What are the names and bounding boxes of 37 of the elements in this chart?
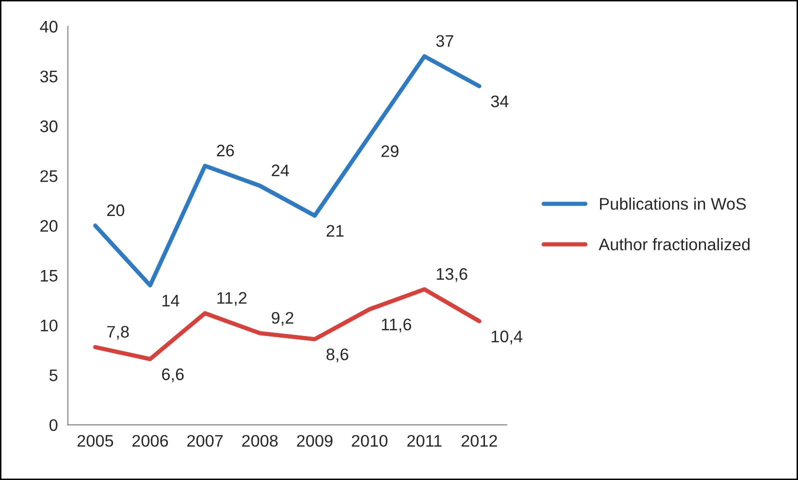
y-tick-label: 40 [40,20,58,33]
x-tick-label: 2007 [187,434,223,447]
legend-label: Author fractionalized [598,238,750,250]
data-label: 26 [216,144,234,156]
y-tick-label: 5 [50,370,58,382]
data-label: 10,4 [492,330,522,344]
data-label: 14 [162,294,180,306]
x-tick-label: 2011 [407,434,442,447]
x-tick-label: 2005 [78,434,114,447]
y-tick-label: 30 [40,120,58,132]
x-tick-label: 2009 [297,434,332,447]
data-label: 21 [326,224,344,237]
data-label: 6,6 [162,368,184,382]
data-label: 8,6 [326,348,348,362]
x-tick-label: 2006 [132,434,168,447]
y-tick-label: 20 [40,220,58,232]
data-label: 11,2 [217,292,246,306]
y-tick-label: 25 [40,170,58,182]
y-tick-label: 15 [40,270,58,282]
legend-label: Publications in WoS [600,198,746,210]
y-tick-label: 0 [49,419,58,432]
data-label: 9,2 [272,312,294,326]
data-label: 7,8 [107,326,129,340]
data-label: 34 [491,96,508,108]
data-label: 37 [436,35,454,47]
x-tick-label: 2008 [242,434,278,447]
data-label: 11,6 [382,318,412,332]
data-label: 13,6 [436,268,468,282]
x-tick-label: 2010 [352,434,388,447]
line-series [93,287,482,362]
x-tick-label: 2012 [462,434,497,447]
y-tick-label: 35 [40,70,58,82]
line-series [93,54,482,288]
data-label: 29 [382,145,398,158]
y-tick-label: 10 [40,320,58,332]
data-label: 24 [272,164,290,176]
data-label: 20 [107,204,124,216]
